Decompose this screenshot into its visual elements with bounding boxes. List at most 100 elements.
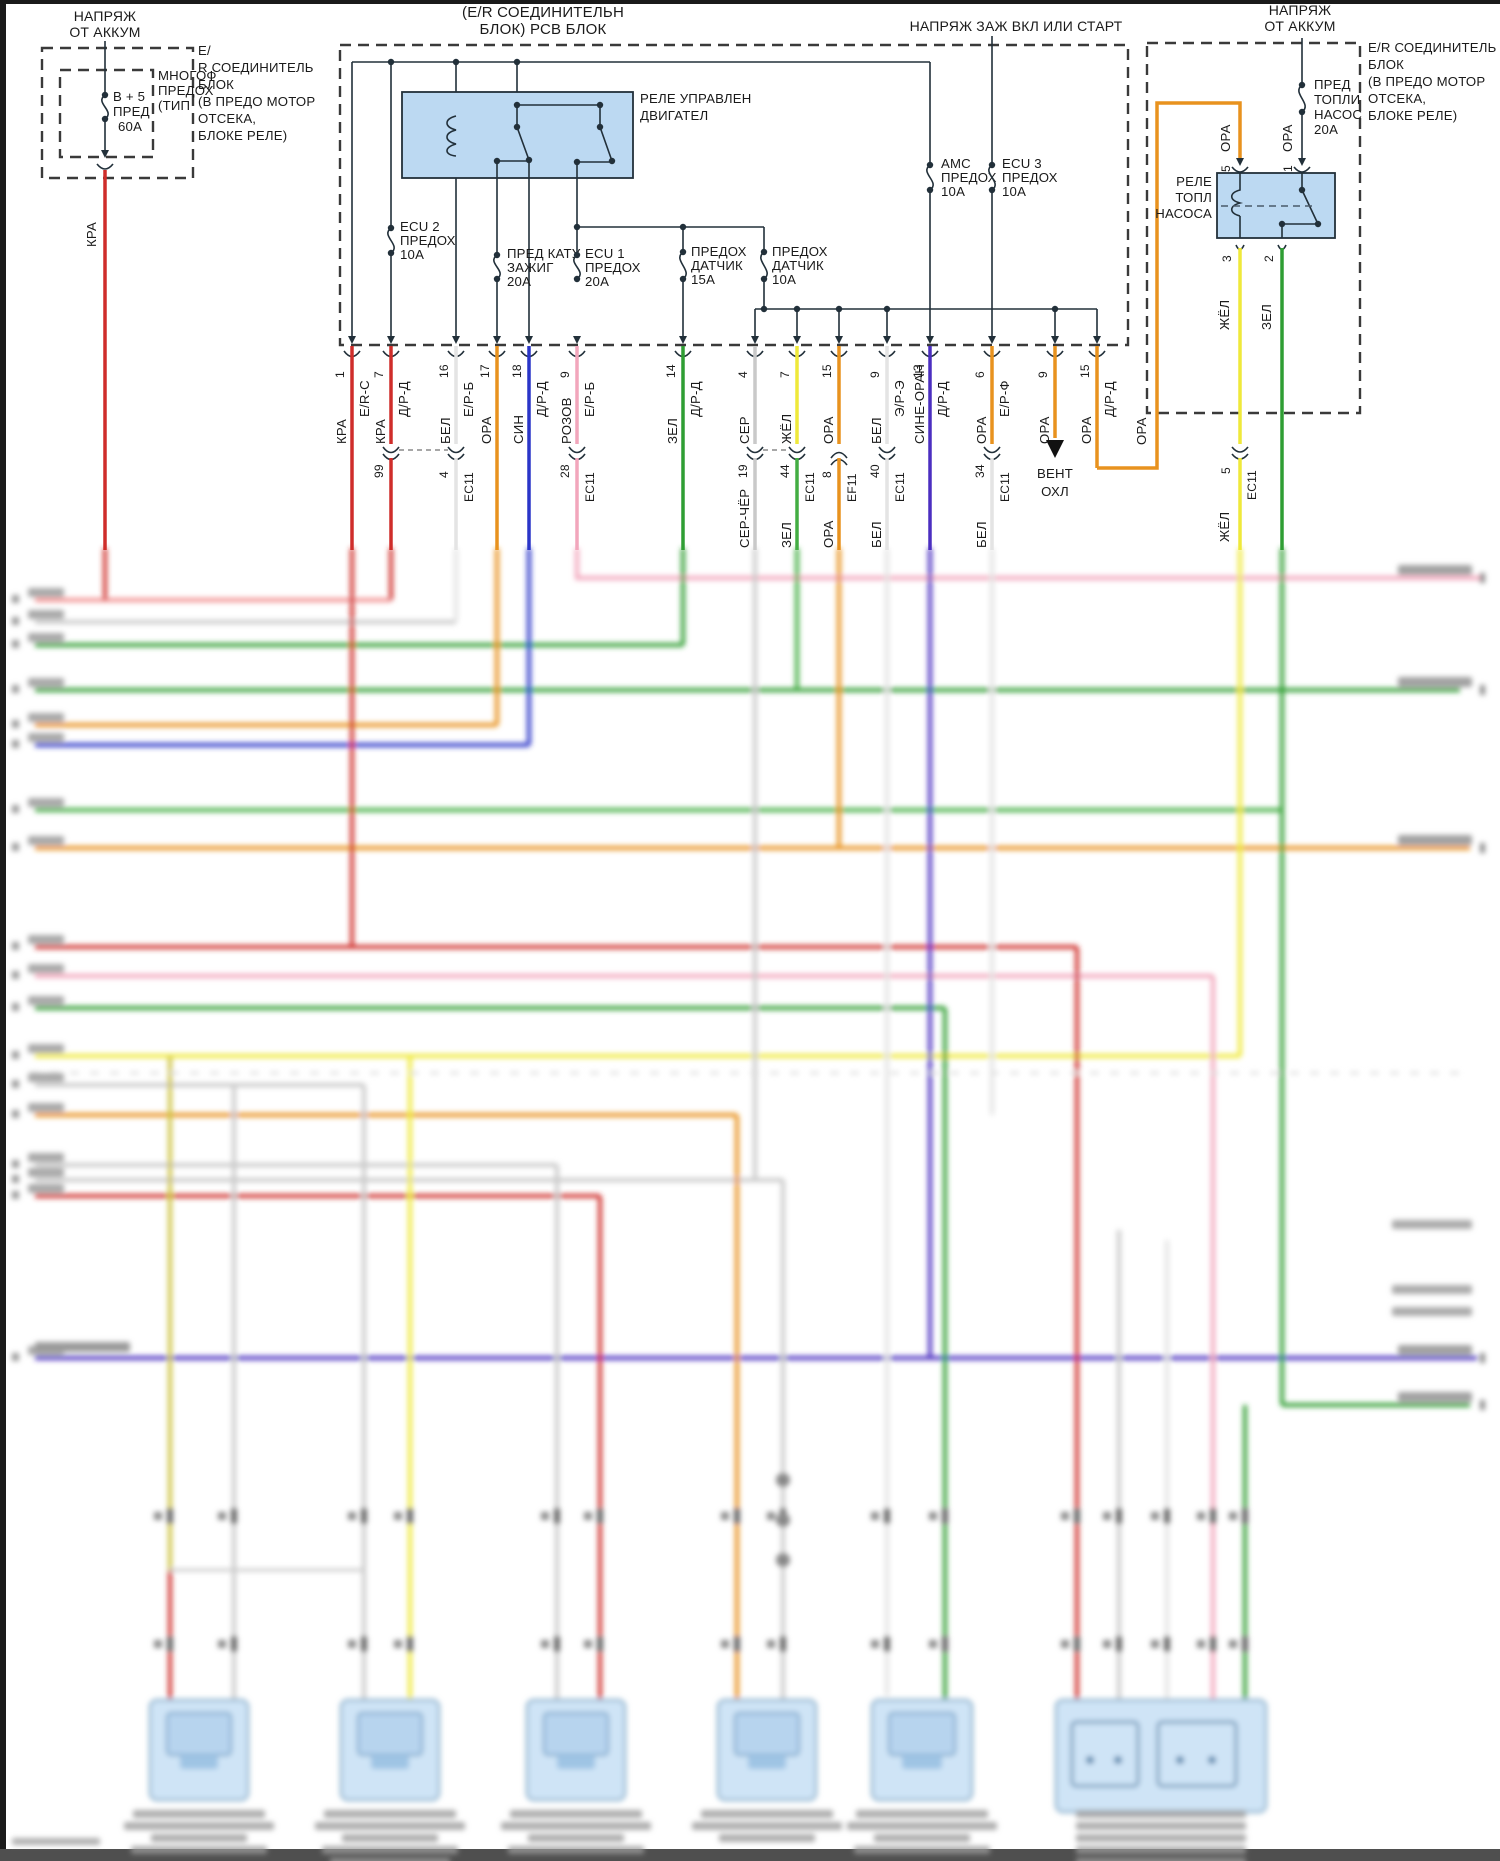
fuel-relay-pin3-wire: ЖЁЛ (1217, 300, 1232, 330)
fuse-label: ПРЕДОХ (772, 244, 828, 259)
svg-text:13: 13 (911, 364, 925, 378)
fuel-relay-pin5-wire: ОРА (1218, 124, 1233, 152)
right-er-block-label: E/R СОЕДИНИТЕЛЬ БЛОК (В ПРЕДО МОТОР ОТСЕ… (1368, 40, 1496, 123)
wire-label-below: ЖЁЛ (1217, 512, 1232, 542)
svg-text:БЕЛ: БЕЛ (438, 417, 453, 444)
svg-text:15: 15 (1078, 364, 1092, 378)
svg-text:16: 16 (437, 364, 451, 378)
fuse-label: ДАТЧИК (772, 258, 824, 273)
wire-label-ora-loop: ОРА (1134, 417, 1149, 445)
svg-text:(В ПРЕДО МОТОР: (В ПРЕДО МОТОР (1368, 74, 1485, 89)
fuse-label: 10А (400, 247, 424, 262)
left-border (0, 0, 6, 1849)
fuel-relay-pin5-num: 5 (1219, 165, 1233, 172)
svg-text:БЕЛ: БЕЛ (974, 521, 989, 548)
svg-text:ЕС11: ЕС11 (803, 472, 817, 502)
pin-column-6: 6 Е/Р-Ф ОРА 34 ЕС11 БЕЛ (973, 336, 1012, 550)
left-fuse-label: В + 5 (113, 89, 145, 104)
svg-text:ОРА: ОРА (479, 416, 494, 444)
svg-text:СИН: СИН (511, 415, 526, 444)
fuse-label: ПРЕДОХ (941, 170, 997, 185)
svg-text:9: 9 (1036, 371, 1050, 378)
fuse-label: 20А (585, 274, 609, 289)
svg-text:БЛОК: БЛОК (198, 77, 234, 92)
svg-text:15: 15 (820, 364, 834, 378)
inline-connector-name: ЕС11 (1245, 470, 1259, 500)
svg-text:Д/Р-Д: Д/Р-Д (534, 381, 549, 417)
svg-text:Д/Р-Д: Д/Р-Д (935, 381, 950, 417)
svg-text:9: 9 (558, 371, 572, 378)
fuse-label: ECU 2 (400, 219, 440, 234)
engine-relay-label: РЕЛЕ УПРАВЛЕН (640, 91, 752, 106)
fuse-label: 10А (941, 184, 965, 199)
svg-text:(ТИП: (ТИП (158, 98, 190, 113)
fuse-label: ПРЕДОХ (585, 260, 641, 275)
svg-text:E/R-C: E/R-C (357, 380, 372, 417)
fuse-label: ПРЕД КАТУ (507, 246, 581, 261)
svg-text:99: 99 (372, 464, 386, 478)
svg-text:R СОЕДИНИТЕЛЬ: R СОЕДИНИТЕЛЬ (198, 60, 314, 75)
svg-text:БЛОКЕ РЕЛЕ): БЛОКЕ РЕЛЕ) (198, 128, 287, 143)
fuse-label: ECU 3 (1002, 156, 1042, 171)
svg-text:ОТ АККУМ: ОТ АККУМ (69, 24, 140, 40)
component-connector-box (339, 1698, 441, 1802)
fuel-relay-pin1-wire: ОРА (1280, 124, 1295, 152)
source-label-battery-right: НАПРЯЖ (1269, 2, 1332, 18)
svg-text:Е/Р-Б: Е/Р-Б (461, 382, 476, 417)
svg-text:EF11: EF11 (845, 473, 859, 502)
svg-text:9: 9 (868, 371, 882, 378)
svg-text:8: 8 (820, 471, 834, 478)
svg-text:ЕС11: ЕС11 (462, 472, 476, 502)
svg-text:Д/Р-Д: Д/Р-Д (1102, 381, 1117, 417)
svg-text:ОРА: ОРА (1079, 416, 1094, 444)
svg-text:ДВИГАТЕЛ: ДВИГАТЕЛ (640, 108, 708, 123)
pin-column-1: 1 E/R-C КРА (333, 336, 372, 550)
fuse-label: ПРЕДОХ (1002, 170, 1058, 185)
svg-text:ЗЕЛ: ЗЕЛ (665, 418, 680, 444)
svg-text:4: 4 (736, 371, 750, 378)
svg-text:44: 44 (778, 464, 792, 478)
fuse-label: АМС (941, 156, 971, 171)
fuel-relay-block: E/R СОЕДИНИТЕЛЬ БЛОК (В ПРЕДО МОТОР ОТСЕ… (1097, 38, 1496, 550)
svg-text:Е/Р-Б: Е/Р-Б (582, 382, 597, 417)
svg-text:ТОПЛ: ТОПЛ (1175, 190, 1212, 205)
svg-text:ОРА: ОРА (821, 520, 836, 548)
svg-text:Э/Р-Э: Э/Р-Э (892, 380, 907, 417)
svg-text:БЛОКЕ РЕЛЕ): БЛОКЕ РЕЛЕ) (1368, 108, 1457, 123)
pin-column-7: 7 Д/Р-Д КРА 99 (372, 336, 411, 550)
svg-text:(В ПРЕДО МОТОР: (В ПРЕДО МОТОР (198, 94, 315, 109)
svg-text:Е/Р-Ф: Е/Р-Ф (997, 380, 1012, 417)
fuel-relay-pin1-num: 1 (1281, 165, 1295, 172)
pin-column-9: 9 Э/Р-Э БЕЛ 40 ЕС11 БЕЛ (868, 336, 907, 550)
pin-column-14: 14 Д/Р-Д ЗЕЛ (664, 336, 703, 550)
fuse-label: 20А (507, 274, 531, 289)
component-connector-box-wide (1054, 1698, 1268, 1814)
svg-text:Д/Р-Д: Д/Р-Д (396, 381, 411, 417)
fuse-label: ECU 1 (585, 246, 625, 261)
svg-text:17: 17 (478, 364, 492, 378)
svg-text:ЕС11: ЕС11 (998, 472, 1012, 502)
pin-column-7: 7 ЖЁЛ 44 ЕС11 ЗЕЛ (778, 336, 817, 550)
svg-text:7: 7 (778, 371, 792, 378)
component-connector-box (148, 1698, 250, 1802)
inline-connector-num: 5 (1219, 467, 1233, 474)
component-connector-box (870, 1698, 974, 1802)
svg-text:ОРА: ОРА (821, 416, 836, 444)
source-label-ignition: НАПРЯЖ ЗАЖ ВКЛ ИЛИ СТАРТ (910, 18, 1123, 34)
top-border (0, 0, 1500, 4)
svg-text:ОРА: ОРА (1037, 416, 1052, 444)
svg-text:ПРЕД: ПРЕД (113, 104, 150, 119)
svg-text:КРА: КРА (334, 419, 349, 444)
svg-text:СИНЕ-ОРАН: СИНЕ-ОРАН (912, 364, 927, 444)
component-connector-box (716, 1698, 818, 1802)
svg-text:28: 28 (558, 464, 572, 478)
fuel-relay-pin2-wire: ЗЕЛ (1259, 304, 1274, 330)
svg-text:1: 1 (333, 371, 347, 378)
pin-column-9: 9 ОРА ВЕНТ ОХЛ (1036, 336, 1073, 499)
left-fuse-block: В + 5 ПРЕД 60А МНОГОФ ПРЕДОХ (ТИП Е/ R С… (40, 41, 315, 550)
svg-text:20А: 20А (1314, 122, 1338, 137)
